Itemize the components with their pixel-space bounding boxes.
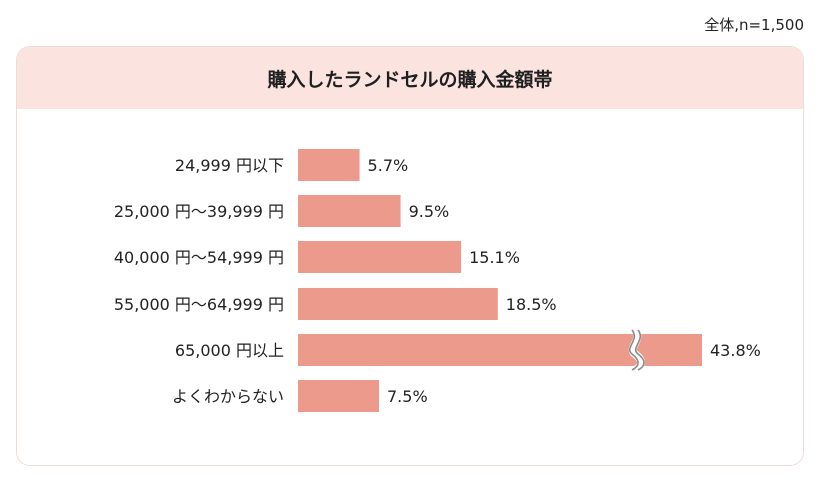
category-label: 24,999 円以下 bbox=[175, 156, 284, 175]
category-label: 40,000 円〜54,999 円 bbox=[114, 248, 284, 267]
value-label: 18.5% bbox=[506, 295, 557, 314]
axis-break-mark bbox=[628, 327, 645, 374]
bar bbox=[298, 288, 498, 320]
bar bbox=[298, 149, 360, 181]
category-label: よくわからない bbox=[172, 387, 284, 406]
bar bbox=[298, 241, 462, 273]
value-label: 15.1% bbox=[469, 248, 520, 267]
category-label: 55,000 円〜64,999 円 bbox=[114, 295, 284, 314]
value-label: 5.7% bbox=[368, 156, 409, 175]
sample-size-note: 全体,n=1,500 bbox=[704, 16, 804, 34]
chart-title: 購入したランドセルの購入金額帯 bbox=[267, 68, 553, 91]
category-label: 25,000 円〜39,999 円 bbox=[114, 202, 284, 221]
category-label: 65,000 円以上 bbox=[175, 341, 284, 360]
chart-header: 購入したランドセルの購入金額帯 bbox=[17, 47, 803, 109]
bar bbox=[298, 380, 379, 412]
bar bbox=[298, 195, 401, 227]
value-label: 7.5% bbox=[387, 387, 428, 406]
value-label: 43.8% bbox=[710, 341, 761, 360]
value-label: 9.5% bbox=[409, 202, 450, 221]
